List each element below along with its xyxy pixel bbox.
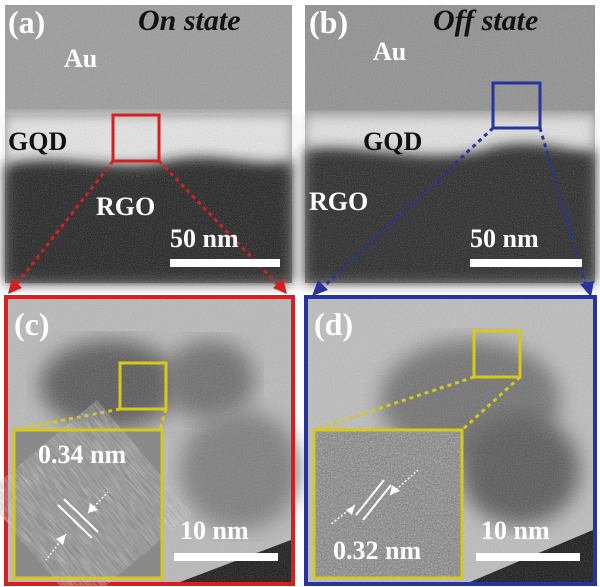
panel-c-zoom-box <box>118 361 168 411</box>
panel-c-zoom-line-right <box>158 408 168 431</box>
panel-b-letter: (b) <box>309 4 349 40</box>
panel-a-layer-au: Au <box>64 44 98 73</box>
panel-a-scale-label: 50 nm <box>170 224 239 253</box>
panel-b-arrow-left <box>312 280 328 296</box>
panel-c-frame <box>4 295 295 586</box>
panel-a-layer-rgo: RGO <box>96 192 156 221</box>
panel-a-arrow-left <box>8 278 22 294</box>
panel-a-arrow-right <box>273 278 287 294</box>
panel-b-image <box>305 5 595 283</box>
panel-c-scale-label: 10 nm <box>180 516 249 545</box>
panel-b-scale-label: 50 nm <box>470 224 539 253</box>
panel-a-title: On state <box>138 4 241 37</box>
panel-d-spacing: 0.32 nm <box>333 536 422 565</box>
panel-d-zoom-line-right <box>460 375 522 432</box>
panel-d-inset <box>312 428 464 580</box>
panel-b-arrow-right <box>580 281 594 297</box>
panel-a-image <box>5 5 292 283</box>
panel-d-zoom-box <box>472 329 522 379</box>
panel-d-scale-bar <box>476 553 580 561</box>
panel-b-layer-rgo: RGO <box>309 187 369 216</box>
panel-b-scale-bar <box>470 259 582 267</box>
panel-b-zoom-box <box>491 81 542 130</box>
panel-a-zoom-line-right <box>157 159 285 292</box>
panel-a-zoom-line-left <box>10 160 115 291</box>
panel-d-letter: (d) <box>314 306 354 342</box>
panel-a-layer-gqd: GQD <box>8 127 68 156</box>
panel-c-scale-bar <box>174 553 278 561</box>
panel-c-letter: (c) <box>14 306 50 342</box>
panel-a-zoom-box <box>111 113 161 163</box>
panel-c-spacing: 0.34 nm <box>38 440 127 469</box>
panel-a-scale-bar <box>170 259 280 267</box>
panel-d-scale-label: 10 nm <box>481 516 550 545</box>
panel-b-layer-au: Au <box>373 37 407 66</box>
panel-b-layer-gqd: GQD <box>363 127 423 156</box>
panel-d-frame <box>304 295 597 586</box>
panel-a-letter: (a) <box>8 4 46 40</box>
panel-c-inset <box>0 399 193 587</box>
panel-b-title: Off state <box>433 4 539 37</box>
